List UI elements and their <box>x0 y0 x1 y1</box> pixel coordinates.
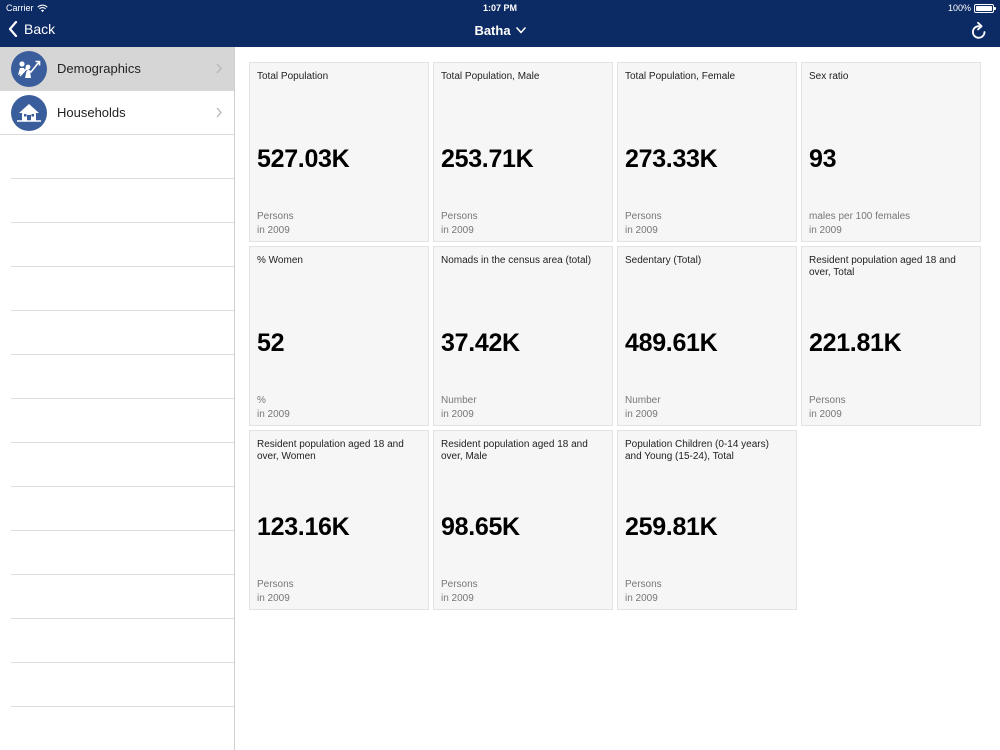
card-value: 221.81K <box>809 329 902 357</box>
card-year: in 2009 <box>809 225 842 236</box>
back-label: Back <box>24 21 56 37</box>
card-title: % Women <box>257 255 303 266</box>
card-unit: Persons <box>625 579 662 590</box>
card-title: Total Population, Male <box>441 71 540 82</box>
card-title: Nomads in the census area (total) <box>441 255 592 266</box>
card-unit: Persons <box>257 211 294 222</box>
sidebar-item-label: Households <box>57 105 126 120</box>
indicator-card-total-population-male[interactable]: Total Population, Male 253.71K Persons i… <box>433 62 613 242</box>
card-title: Population Children (0-14 years) and You… <box>625 439 769 462</box>
card-year: in 2009 <box>441 593 474 604</box>
card-value: 52 <box>257 329 285 357</box>
battery-fill <box>976 5 992 11</box>
card-year: in 2009 <box>625 593 658 604</box>
card-year: in 2009 <box>257 409 290 420</box>
empty-row <box>11 355 234 399</box>
card-unit: Persons <box>441 579 478 590</box>
card-year: in 2009 <box>257 225 290 236</box>
indicator-card-total-population[interactable]: Total Population 527.03K Persons in 2009 <box>249 62 429 242</box>
card-title: Resident population aged 18 and over, To… <box>809 255 956 278</box>
chevron-left-icon <box>8 21 18 37</box>
empty-row <box>11 707 234 750</box>
empty-row <box>11 619 234 663</box>
empty-row <box>11 399 234 443</box>
card-unit: Number <box>625 395 661 406</box>
battery-percent: 100% <box>947 3 971 13</box>
chevron-right-icon <box>216 107 222 118</box>
empty-row <box>11 531 234 575</box>
chevron-right-icon <box>216 63 222 74</box>
empty-row <box>11 223 234 267</box>
card-value: 253.71K <box>441 145 534 173</box>
card-unit: Number <box>441 395 477 406</box>
card-year: in 2009 <box>625 409 658 420</box>
card-title: Resident population aged 18 and over, Wo… <box>257 439 404 462</box>
carrier-group: Carrier <box>6 3 48 13</box>
card-year: in 2009 <box>625 225 658 236</box>
chevron-down-icon <box>515 27 526 34</box>
card-value: 259.81K <box>625 513 718 541</box>
battery-icon <box>974 3 996 13</box>
empty-row <box>11 311 234 355</box>
indicator-card-adults-women[interactable]: Resident population aged 18 and over, Wo… <box>249 430 429 610</box>
indicator-card-sedentary[interactable]: Sedentary (Total) 489.61K Number in 2009 <box>617 246 797 426</box>
card-value: 37.42K <box>441 329 520 357</box>
card-title: Resident population aged 18 and over, Ma… <box>441 439 588 462</box>
card-unit: males per 100 females <box>809 211 911 222</box>
card-year: in 2009 <box>257 593 290 604</box>
clock: 1:07 PM <box>482 3 517 13</box>
region-selector[interactable]: Batha <box>440 23 560 38</box>
indicator-grid: Total Population 527.03K Persons in 2009… <box>249 62 989 610</box>
house-icon <box>11 94 47 131</box>
card-year: in 2009 <box>441 409 474 420</box>
indicator-card-children-young[interactable]: Population Children (0-14 years) and You… <box>617 430 797 610</box>
indicator-card-total-population-female[interactable]: Total Population, Female 273.33K Persons… <box>617 62 797 242</box>
card-value: 273.33K <box>625 145 718 173</box>
carrier-label: Carrier <box>6 3 34 13</box>
card-value: 123.16K <box>257 513 350 541</box>
indicator-card-adults-total[interactable]: Resident population aged 18 and over, To… <box>801 246 981 426</box>
sidebar-item-households[interactable]: Households <box>0 91 234 135</box>
top-bar: Carrier 1:07 PM 100% Back <box>0 0 1000 47</box>
wifi-icon <box>36 4 48 12</box>
card-year: in 2009 <box>441 225 474 236</box>
card-unit: Persons <box>625 211 662 222</box>
empty-row <box>11 487 234 531</box>
empty-row <box>11 179 234 223</box>
status-bar: Carrier 1:07 PM 100% <box>0 0 1000 16</box>
card-title: Total Population, Female <box>625 71 736 82</box>
card-title: Sedentary (Total) <box>625 255 702 266</box>
card-unit: Persons <box>257 579 294 590</box>
card-title: Sex ratio <box>809 71 849 82</box>
card-value: 93 <box>809 145 837 173</box>
card-value: 98.65K <box>441 513 520 541</box>
indicator-card-sex-ratio[interactable]: Sex ratio 93 males per 100 females in 20… <box>801 62 981 242</box>
sidebar-item-label: Demographics <box>57 61 141 76</box>
card-value: 489.61K <box>625 329 718 357</box>
empty-row <box>11 443 234 487</box>
empty-row <box>11 135 234 179</box>
card-unit: Persons <box>809 395 846 406</box>
card-value: 527.03K <box>257 145 350 173</box>
nav-bar: Back Batha <box>0 16 1000 47</box>
sidebar-item-demographics[interactable]: Demographics <box>0 47 234 91</box>
card-unit: Persons <box>441 211 478 222</box>
indicator-card-nomads[interactable]: Nomads in the census area (total) 37.42K… <box>433 246 613 426</box>
back-button[interactable]: Back <box>8 21 55 37</box>
empty-row <box>11 663 234 707</box>
battery-group: 100% <box>947 3 996 13</box>
indicator-panel: Total Population 527.03K Persons in 2009… <box>236 47 1000 750</box>
people-chart-icon <box>11 50 47 87</box>
empty-row <box>11 575 234 619</box>
refresh-icon[interactable] <box>970 21 988 41</box>
indicator-card-adults-male[interactable]: Resident population aged 18 and over, Ma… <box>433 430 613 610</box>
sidebar: Demographics Households <box>0 47 235 750</box>
card-unit: % <box>257 395 266 406</box>
card-year: in 2009 <box>809 409 842 420</box>
region-title: Batha <box>474 23 511 38</box>
empty-row <box>11 267 234 311</box>
indicator-card-percent-women[interactable]: % Women 52 % in 2009 <box>249 246 429 426</box>
card-title: Total Population <box>257 71 329 82</box>
